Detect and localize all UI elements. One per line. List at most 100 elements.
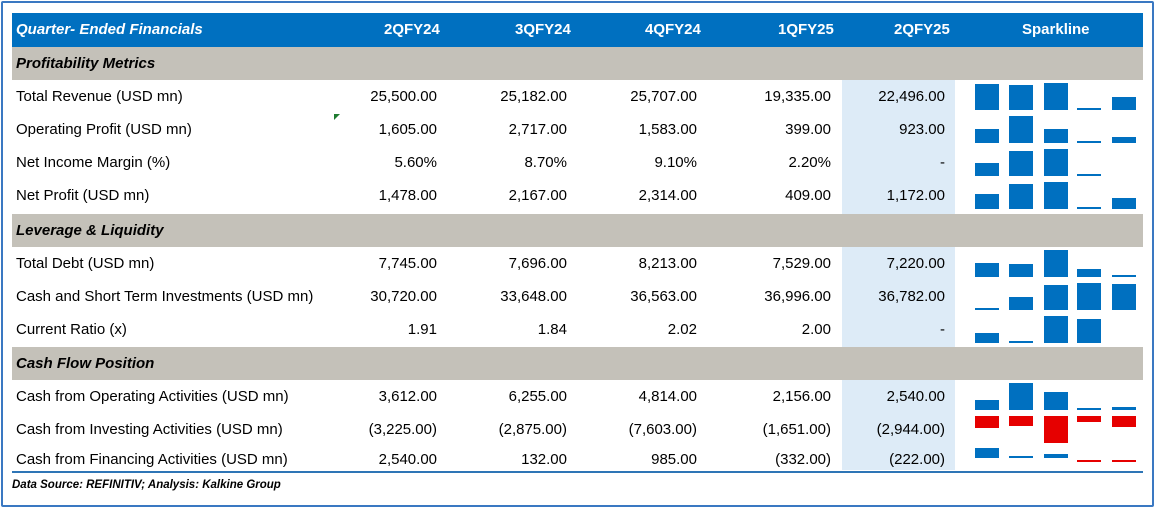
cell-value: 2,156.00	[772, 388, 831, 405]
sparkline	[972, 247, 1142, 280]
cell-value: 985.00	[651, 450, 697, 468]
cell-value: 409.00	[785, 187, 831, 204]
cell-value: (7,603.00)	[628, 421, 697, 438]
cell-value: 7,220.00	[886, 255, 945, 272]
cell-value: 30,720.00	[370, 288, 437, 305]
sparkline-bar	[1077, 268, 1101, 277]
cell-value: 1,478.00	[378, 187, 437, 204]
cell-value: 7,696.00	[508, 255, 567, 272]
cell-value: 25,707.00	[630, 88, 697, 105]
column-header: 4QFY24	[645, 21, 701, 38]
sparkline-bar	[1009, 383, 1033, 410]
sparkline-bar	[1077, 283, 1101, 310]
sparkline	[972, 313, 1142, 346]
sparkline-bar	[1044, 83, 1068, 110]
cell-value: (2,944.00)	[876, 421, 945, 438]
cell-value: 9.10%	[654, 154, 697, 171]
row-label: Net Income Margin (%)	[16, 154, 171, 171]
row-label: Total Revenue (USD mn)	[16, 88, 183, 105]
sparkline-bar	[1112, 275, 1136, 277]
sparkline	[972, 380, 1142, 413]
sparkline-bar	[1077, 108, 1101, 110]
sparkline-bar	[975, 332, 999, 343]
sparkline-bar	[1112, 96, 1136, 110]
cell-value: 132.00	[521, 450, 567, 468]
cell-value: (2,875.00)	[498, 421, 567, 438]
column-header: 2QFY24	[384, 21, 440, 38]
sparkline-bar	[1077, 416, 1101, 422]
sparkline-bar	[975, 83, 999, 110]
cell-value: -	[940, 154, 945, 171]
cell-value: 2,540.00	[378, 450, 437, 468]
row-label: Current Ratio (x)	[16, 321, 127, 338]
sparkline-bar	[975, 308, 999, 310]
cell-value: 8,213.00	[638, 255, 697, 272]
sparkline-bar	[1077, 141, 1101, 143]
cell-value: 7,745.00	[378, 255, 437, 272]
cell-value: 2.20%	[788, 154, 831, 171]
sparkline-bar	[1009, 341, 1033, 343]
section-header: Cash Flow Position	[12, 347, 1143, 380]
sparkline-bar	[1009, 116, 1033, 143]
table-row: Cash from Operating Activities (USD mn) 3…	[12, 380, 1143, 413]
sparkline-bar	[1112, 407, 1136, 410]
cell-value: 2,314.00	[638, 187, 697, 204]
cell-value: 22,496.00	[878, 88, 945, 105]
row-label: Operating Profit (USD mn)	[16, 121, 192, 138]
cell-value: 1.91	[407, 321, 437, 338]
cell-value: 399.00	[785, 121, 831, 138]
sparkline-bar	[975, 162, 999, 176]
cell-value: (3,225.00)	[368, 421, 437, 438]
row-label: Cash from Financing Activities (USD mn)	[16, 450, 288, 468]
sparkline-bar	[1044, 149, 1068, 176]
sparkline-bar	[1044, 316, 1068, 343]
sparkline	[972, 113, 1142, 146]
row-label: Cash from Investing Activities (USD mn)	[16, 421, 283, 438]
sparkline	[972, 80, 1142, 113]
cell-value: 1.84	[537, 321, 567, 338]
column-header: 2QFY25	[894, 21, 950, 38]
sparkline-bar	[1044, 182, 1068, 209]
section-title: Cash Flow Position	[16, 355, 155, 372]
cell-value: -	[940, 321, 945, 338]
section-header: Leverage & Liquidity	[12, 214, 1143, 247]
cell-value: 2,717.00	[508, 121, 567, 138]
sparkline-bar	[1112, 136, 1136, 143]
cell-value: 2.02	[667, 321, 697, 338]
sparkline-bar	[1077, 319, 1101, 343]
sparkline-bar	[975, 262, 999, 277]
sparkline	[972, 179, 1142, 212]
sparkline-bar	[975, 128, 999, 143]
cell-value: 2,167.00	[508, 187, 567, 204]
sparkline-bar	[975, 193, 999, 209]
cell-value: 33,648.00	[500, 288, 567, 305]
cell-value: 19,335.00	[764, 88, 831, 105]
sparkline-bar	[1044, 250, 1068, 277]
sparkline	[972, 280, 1142, 313]
table-row: Cash and Short Term Investments (USD mn)…	[12, 280, 1143, 313]
section-header: Profitability Metrics	[12, 47, 1143, 80]
section-title: Profitability Metrics	[16, 55, 156, 72]
cell-value: 3,612.00	[378, 388, 437, 405]
cell-value: 6,255.00	[508, 388, 567, 405]
cell-value: 1,583.00	[638, 121, 697, 138]
row-label: Cash and Short Term Investments (USD mn)	[16, 288, 314, 305]
cell-value: 923.00	[899, 121, 945, 138]
section-title: Leverage & Liquidity	[16, 222, 164, 239]
row-label: Cash from Operating Activities (USD mn)	[16, 388, 289, 405]
sparkline-bar	[1112, 460, 1136, 463]
sparkline	[972, 413, 1142, 446]
sparkline-bar	[1077, 408, 1101, 410]
cell-value: 8.70%	[524, 154, 567, 171]
sparkline-bar	[1044, 454, 1068, 459]
table-row: Net Profit (USD mn) 1,478.00 2,167.00 2,314…	[12, 179, 1143, 212]
sparkline-bar	[1077, 174, 1101, 176]
sparkline-bar	[1009, 456, 1033, 459]
table-title: Quarter- Ended Financials	[16, 21, 203, 38]
cell-value: 2.00	[801, 321, 831, 338]
cell-value: (222.00)	[889, 450, 945, 468]
sparkline-bar	[1044, 392, 1068, 410]
data-source-note: Data Source: REFINITIV; Analysis: Kalkin…	[12, 479, 281, 491]
table-bottom-rule	[12, 471, 1143, 473]
